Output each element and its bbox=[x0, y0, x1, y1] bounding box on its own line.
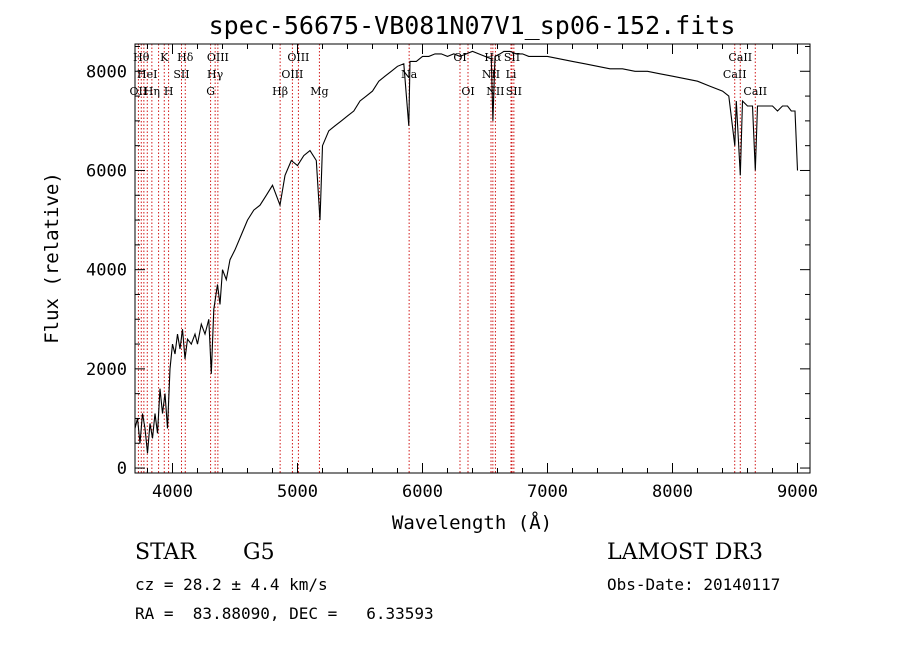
x-tick-label: 4000 bbox=[152, 482, 193, 502]
survey-name: LAMOST DR3 bbox=[607, 540, 763, 565]
reference-line-label: OII bbox=[130, 85, 148, 98]
object-class: STAR bbox=[135, 540, 196, 565]
reference-line-label: G bbox=[206, 85, 215, 98]
y-axis-label: Flux (relative) bbox=[41, 172, 63, 344]
reference-line-label: CaII bbox=[743, 85, 767, 98]
reference-line-labels: OIIHθHeIHηKHSIIHδGHγOIIIHβOIIIOIIIMgNaOI… bbox=[130, 51, 768, 98]
axis-ticks: 4000 5000 6000 7000 8000 9000 0 2000 4000 6000 800… bbox=[86, 44, 818, 502]
reference-line-label: SII bbox=[504, 51, 520, 64]
x-tick-label: 5000 bbox=[277, 482, 318, 502]
x-axis-label: Wavelength (Å) bbox=[392, 511, 552, 534]
reference-line-label: Hθ bbox=[133, 51, 150, 64]
reference-line-label: OIII bbox=[287, 51, 309, 64]
obs-date: Obs-Date: 20140117 bbox=[607, 575, 781, 594]
plot-frame bbox=[134, 43, 811, 474]
reference-line-label: NII bbox=[486, 85, 504, 98]
reference-line-label: CaII bbox=[728, 51, 752, 64]
x-tick-label: 8000 bbox=[652, 482, 693, 502]
reference-line-label: H bbox=[164, 85, 174, 98]
reference-line-label: Hγ bbox=[207, 68, 224, 81]
reference-line-label: HeI bbox=[137, 68, 157, 81]
y-tick-label: 4000 bbox=[86, 261, 127, 281]
coordinates: RA = 83.88090, DEC = 6.33593 bbox=[135, 604, 434, 623]
reference-line-label: CaII bbox=[723, 68, 747, 81]
reference-line-label: Hη bbox=[144, 85, 160, 98]
x-tick-label: 6000 bbox=[402, 482, 443, 502]
x-tick-label: 9000 bbox=[777, 482, 818, 502]
reference-line-label: OIII bbox=[281, 68, 303, 81]
reference-line-label: SII bbox=[173, 68, 189, 81]
reference-line-label: OI bbox=[461, 85, 474, 98]
reference-line-label: Li bbox=[506, 68, 517, 81]
reference-line-label: Hδ bbox=[177, 51, 194, 64]
reference-line-label: Mg bbox=[310, 85, 328, 98]
chart-title: spec-56675-VB081N07V1_sp06-152.fits bbox=[209, 11, 736, 40]
reference-lines bbox=[137, 44, 756, 473]
x-tick-label: 7000 bbox=[527, 482, 568, 502]
spectrum-line bbox=[134, 50, 799, 454]
reference-line-label: K bbox=[160, 51, 169, 64]
y-tick-label: 0 bbox=[117, 459, 127, 479]
redshift-line: cz = 28.2 ± 4.4 km/s bbox=[135, 575, 328, 594]
reference-line-label: Hβ bbox=[272, 85, 288, 98]
y-tick-label: 6000 bbox=[86, 161, 127, 181]
y-tick-label: 8000 bbox=[86, 62, 127, 82]
y-tick-label: 2000 bbox=[86, 360, 127, 380]
reference-line-label: OI bbox=[453, 51, 466, 64]
reference-line-label: OIII bbox=[207, 51, 229, 64]
reference-line-label: NII bbox=[482, 68, 500, 81]
reference-line-label: Hα bbox=[484, 51, 502, 64]
reference-line-label: SII bbox=[506, 85, 522, 98]
object-subclass: G5 bbox=[243, 540, 275, 565]
